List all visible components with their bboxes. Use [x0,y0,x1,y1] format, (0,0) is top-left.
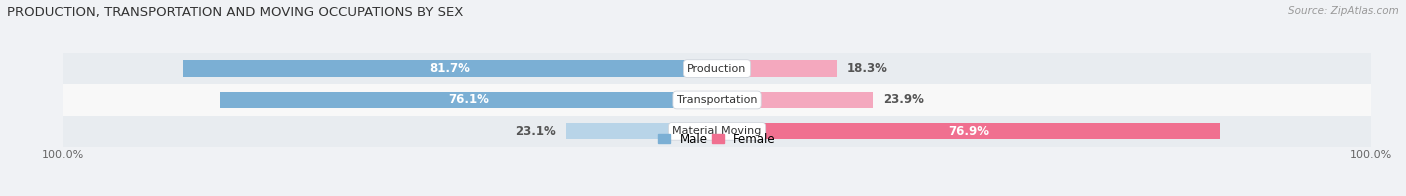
Text: 23.1%: 23.1% [516,125,557,138]
Bar [63,84,1371,116]
Text: 76.1%: 76.1% [449,93,489,106]
Text: 76.9%: 76.9% [948,125,988,138]
Text: Source: ZipAtlas.com: Source: ZipAtlas.com [1288,6,1399,16]
Bar [717,123,1220,140]
Bar [717,60,837,77]
Bar [567,123,717,140]
Bar [183,60,717,77]
Text: 18.3%: 18.3% [846,62,887,75]
Bar [63,116,1371,147]
Text: 23.9%: 23.9% [883,93,924,106]
Text: PRODUCTION, TRANSPORTATION AND MOVING OCCUPATIONS BY SEX: PRODUCTION, TRANSPORTATION AND MOVING OC… [7,6,464,19]
Bar [63,53,1371,84]
Bar [219,92,717,108]
Text: Production: Production [688,64,747,74]
Text: Transportation: Transportation [676,95,758,105]
Bar [717,92,873,108]
Text: 81.7%: 81.7% [430,62,471,75]
Text: Material Moving: Material Moving [672,126,762,136]
Legend: Male, Female: Male, Female [658,133,776,146]
